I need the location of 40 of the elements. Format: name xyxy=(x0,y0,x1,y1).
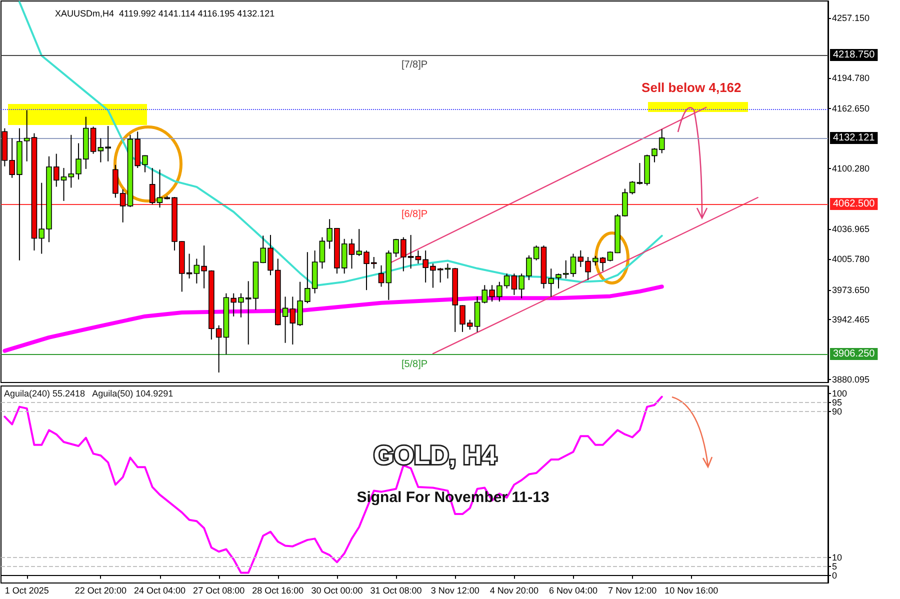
ref-line-label: [6/8]P xyxy=(401,209,428,220)
x-tick-label: 6 Nov 04:00 xyxy=(548,586,598,596)
annotation: Aguila(240) 55.2418 Aguila(50) 104.9291 xyxy=(4,388,174,398)
y-tick-label: 4194.780 xyxy=(832,72,870,83)
text: 3906.250 xyxy=(833,348,876,360)
annotation: Sell below 4,162 xyxy=(642,80,742,95)
x-tick-label: 7 Nov 12:00 xyxy=(608,586,657,596)
x-tick-label: 10 Nov 16:00 xyxy=(664,586,718,596)
x-tick-label: 28 Oct 16:00 xyxy=(252,586,304,596)
text: 4218.750 xyxy=(833,50,876,60)
x-tick-label: 4 Nov 20:00 xyxy=(490,586,538,596)
y-tick-label: 4036.965 xyxy=(832,224,870,234)
y-tick-label: 0 xyxy=(832,570,838,581)
x-tick-label: 22 Oct 20:00 xyxy=(74,586,126,596)
y-tick-label: 3942.465 xyxy=(832,314,870,325)
y-tick-label: 4162.650 xyxy=(832,104,870,114)
candlestick xyxy=(378,264,384,288)
line-series xyxy=(2,284,664,353)
y-tick-label: 4005.780 xyxy=(832,254,870,264)
x-tick-label: 31 Oct 08:00 xyxy=(370,586,422,596)
y-tick-label: 4257.150 xyxy=(832,13,870,24)
x-tick-label: 27 Oct 08:00 xyxy=(193,586,245,596)
text: 4062.500 xyxy=(833,198,876,210)
ref-line-label: [5/8]P xyxy=(401,358,428,370)
text: XAUUSDm,H4 4119.992 4141.114 4116.195 4132.121 xyxy=(55,8,275,18)
y-tick-label: 5 xyxy=(832,562,838,572)
y-tick-label: 95 xyxy=(832,397,842,408)
ref-line-label: [7/8]P xyxy=(401,59,428,70)
x-tick-label: 24 Oct 04:00 xyxy=(134,586,186,596)
y-tick-label: 100 xyxy=(832,388,848,398)
y-tick-label: 10 xyxy=(832,552,842,562)
y-tick-label: 3973.650 xyxy=(832,284,870,295)
x-tick-label: 1 Oct 2025 xyxy=(4,586,49,596)
y-tick-label: 4100.280 xyxy=(832,163,870,174)
text: 4132.121 xyxy=(833,132,876,144)
x-tick-label: 3 Nov 12:00 xyxy=(430,586,480,596)
y-tick-label: 90 xyxy=(832,406,842,417)
annotation: GOLD, H4 xyxy=(374,440,497,470)
y-tick-label: 3880.095 xyxy=(832,374,870,384)
x-tick-label: 30 Oct 00:00 xyxy=(311,586,363,596)
